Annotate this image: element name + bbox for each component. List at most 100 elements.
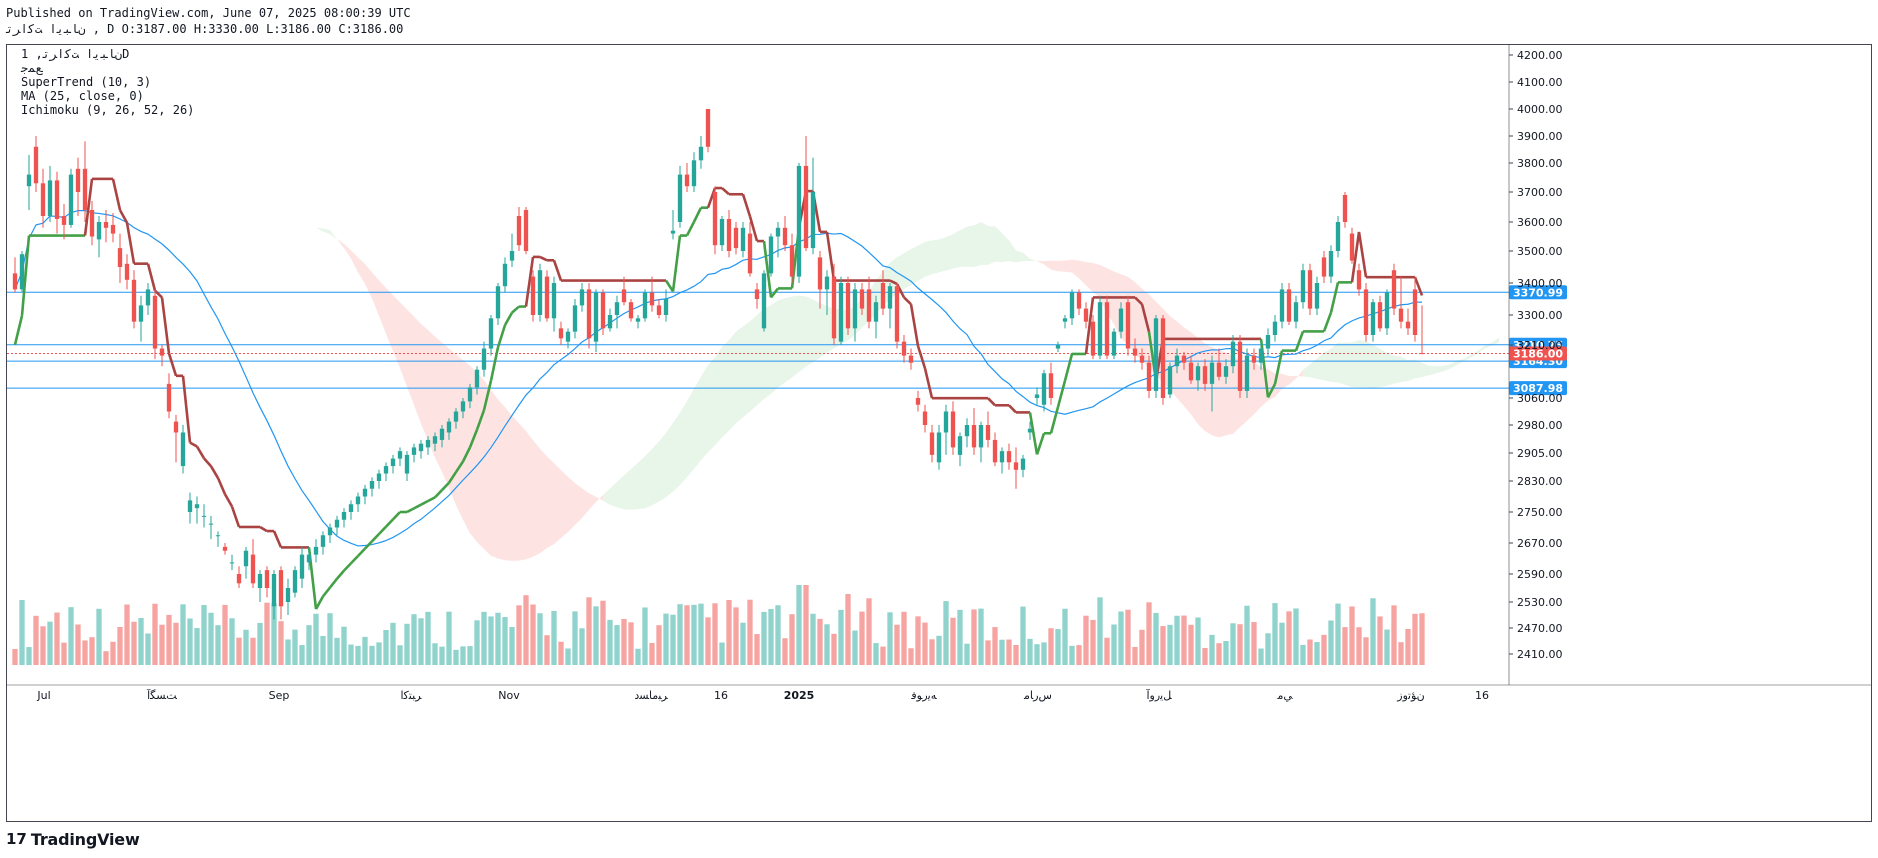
candle-body bbox=[1300, 270, 1306, 303]
cloud-segment bbox=[1471, 350, 1478, 358]
candle-body bbox=[551, 283, 557, 319]
price-tick-label: 2980.00 bbox=[1517, 419, 1563, 432]
volume-bar bbox=[1419, 613, 1425, 665]
supertrend-segment bbox=[154, 289, 163, 299]
cloud-segment bbox=[421, 323, 428, 441]
legend-supertrend[interactable]: SuperTrend (10, 3) bbox=[21, 75, 152, 89]
volume-bar bbox=[943, 601, 949, 665]
candle-body bbox=[866, 289, 872, 322]
candle-body bbox=[782, 227, 788, 246]
cloud-segment bbox=[925, 240, 932, 277]
volume-bar bbox=[600, 600, 606, 665]
candle-body bbox=[1181, 355, 1187, 363]
cloud-segment bbox=[1324, 348, 1331, 383]
chart-frame[interactable]: 3370.99 3210.75 3164.30 3087.98 3186.00 4200… bbox=[6, 44, 1872, 822]
volume-bar bbox=[1286, 611, 1292, 665]
candle-body bbox=[404, 454, 410, 474]
legend-ma[interactable]: MA (25, close, 0) bbox=[21, 89, 144, 103]
volume-bar bbox=[334, 637, 340, 665]
supertrend-segment bbox=[664, 279, 675, 293]
candle-body bbox=[992, 439, 998, 463]
candle-body bbox=[838, 283, 844, 342]
candle-body bbox=[1062, 318, 1068, 322]
candle-body bbox=[607, 315, 613, 329]
published-line: Published on TradingView.com, June 07, 2… bbox=[6, 6, 411, 20]
volume-bar bbox=[1321, 634, 1327, 665]
cloud-segment bbox=[302, 219, 309, 223]
volume-bar bbox=[1055, 629, 1061, 665]
volume-bar bbox=[138, 618, 144, 665]
volume-bar bbox=[964, 643, 970, 665]
volume-bar bbox=[194, 627, 200, 665]
cloud-segment bbox=[1380, 348, 1387, 387]
volume-bar bbox=[1391, 605, 1397, 665]
candle-body bbox=[208, 523, 214, 525]
volume-bar bbox=[831, 633, 837, 665]
candle-body bbox=[1125, 302, 1131, 349]
supertrend-segment bbox=[343, 562, 352, 572]
candle-body bbox=[1251, 355, 1257, 363]
volume-bar bbox=[474, 620, 480, 665]
volume-bar bbox=[1405, 628, 1411, 665]
volume-bar bbox=[572, 611, 578, 665]
candle-body bbox=[432, 436, 438, 444]
supertrend-segment bbox=[825, 231, 836, 281]
volume-bar bbox=[649, 643, 655, 665]
volume-bar bbox=[894, 624, 900, 665]
supertrend-segment bbox=[413, 503, 422, 510]
candle-body bbox=[726, 219, 732, 251]
volume-bar bbox=[845, 594, 851, 665]
cloud-segment bbox=[1289, 375, 1296, 385]
candle-body bbox=[243, 550, 249, 567]
supertrend-segment bbox=[923, 368, 934, 399]
volume-bar bbox=[411, 614, 417, 665]
volume-bar bbox=[40, 626, 46, 665]
cloud-segment bbox=[1030, 258, 1037, 261]
candle-body bbox=[964, 425, 970, 437]
cloud-segment bbox=[729, 331, 736, 431]
supertrend-segment bbox=[1350, 231, 1361, 283]
cloud-segment bbox=[1429, 365, 1436, 376]
supertrend-segment bbox=[406, 507, 415, 514]
cloud-segment bbox=[1296, 369, 1303, 379]
candle-body bbox=[768, 236, 774, 274]
candle-body bbox=[194, 504, 200, 509]
volume-bar bbox=[208, 612, 214, 665]
footer-brand[interactable]: 17 TradingView bbox=[6, 828, 140, 850]
cloud-segment bbox=[946, 234, 953, 271]
candle-body bbox=[1048, 373, 1054, 398]
cloud-segment bbox=[701, 365, 708, 461]
candle-body bbox=[1076, 292, 1082, 309]
candle-body bbox=[110, 224, 116, 234]
cloud-segment bbox=[484, 380, 491, 556]
candle-body bbox=[684, 174, 690, 187]
supertrend-segment bbox=[328, 577, 339, 589]
candle-body bbox=[705, 109, 711, 147]
cloud-segment bbox=[603, 488, 610, 505]
cloud-segment bbox=[505, 407, 512, 561]
candle-body bbox=[355, 496, 361, 505]
cloud-segment bbox=[988, 226, 995, 265]
volume-bar bbox=[1160, 626, 1166, 665]
price-tick-label: 3300.00 bbox=[1517, 309, 1563, 322]
candle-body bbox=[341, 512, 347, 520]
volume-bar bbox=[642, 607, 648, 665]
volume-bar bbox=[929, 639, 935, 665]
legend-ichimoku[interactable]: Ichimoku (9, 26, 52, 26) bbox=[21, 103, 195, 117]
volume-bar bbox=[1153, 612, 1159, 665]
supertrend-segment bbox=[539, 255, 548, 262]
volume-bar bbox=[1006, 639, 1012, 665]
supertrend-segment bbox=[259, 525, 268, 533]
candle-body bbox=[1041, 373, 1047, 405]
volume-bar bbox=[971, 609, 977, 665]
volume-bar bbox=[299, 645, 305, 665]
price-tick-label: 2590.00 bbox=[1517, 568, 1563, 581]
volume-bar bbox=[1328, 620, 1334, 665]
volume-bar bbox=[1202, 647, 1208, 665]
candle-body bbox=[138, 305, 144, 322]
candles bbox=[12, 109, 1425, 620]
candle-body bbox=[12, 273, 18, 290]
supertrend-segment bbox=[181, 375, 192, 443]
cloud-segment bbox=[470, 365, 477, 543]
